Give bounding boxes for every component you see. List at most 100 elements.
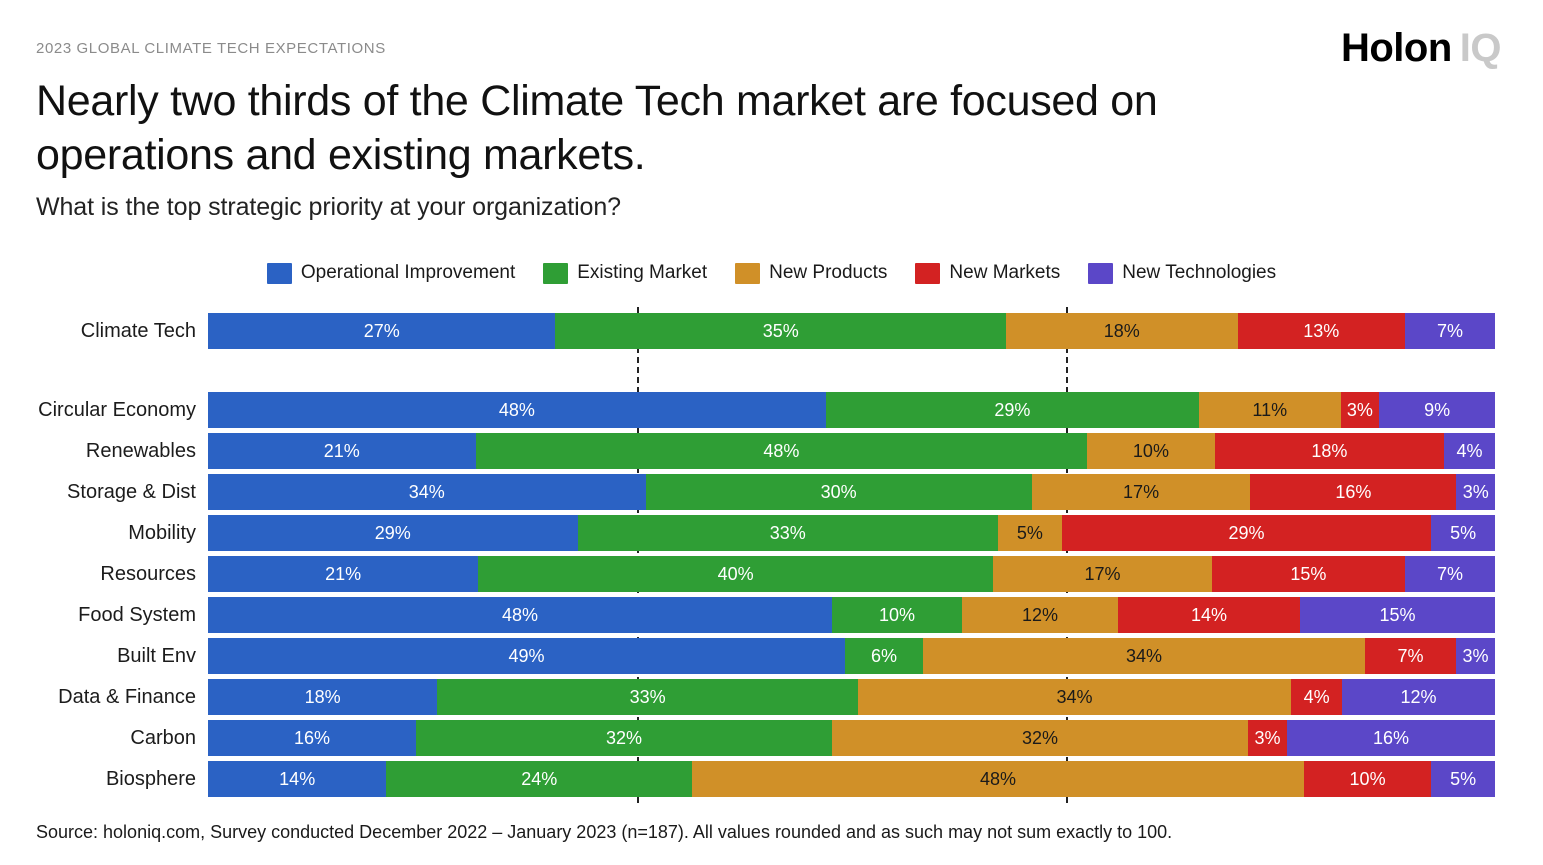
bar-segment[interactable]: 7% xyxy=(1404,313,1495,349)
bar-segment[interactable]: 48% xyxy=(475,433,1088,469)
eyebrow-label: 2023 GLOBAL CLIMATE TECH EXPECTATIONS xyxy=(36,40,386,57)
bar-segment[interactable]: 17% xyxy=(993,556,1212,592)
bar-segment[interactable]: 3% xyxy=(1456,638,1495,674)
bar-segment[interactable]: 17% xyxy=(1031,474,1251,510)
stacked-bar: 29% 33% 5% 29% 5% xyxy=(208,515,1495,551)
bar-segment[interactable]: 15% xyxy=(1300,597,1495,633)
legend-item[interactable]: Operational Improvement xyxy=(266,262,515,284)
bar-segment[interactable]: 33% xyxy=(577,515,999,551)
bar-segment[interactable]: 5% xyxy=(1431,761,1495,797)
legend-swatch-icon xyxy=(543,262,569,284)
bar-segment[interactable]: 12% xyxy=(962,597,1118,633)
bar-segment[interactable]: 40% xyxy=(478,556,994,592)
bar-segment[interactable]: 48% xyxy=(692,761,1304,797)
bar-segment-value: 29% xyxy=(374,522,411,543)
bar-segment[interactable]: 35% xyxy=(555,313,1006,349)
bar-segment-value: 40% xyxy=(717,563,754,584)
stacked-bar: 21% 40% 17% 15% 7% xyxy=(208,556,1495,592)
bar-segment-value: 21% xyxy=(325,563,362,584)
bar-segment[interactable]: 48% xyxy=(208,392,826,428)
bar-segment[interactable]: 18% xyxy=(1214,433,1445,469)
bar-segment-value: 15% xyxy=(1379,604,1416,625)
reference-line xyxy=(1066,307,1069,803)
bar-segment[interactable]: 10% xyxy=(1087,433,1215,469)
bar-segment[interactable]: 32% xyxy=(832,720,1248,756)
bar-segment[interactable]: 29% xyxy=(208,515,578,551)
bar-segment-value: 10% xyxy=(1349,768,1386,789)
bar-segment[interactable]: 10% xyxy=(832,597,962,633)
chart-row: Renewables 21% 48% 10% 18% 4% xyxy=(0,433,1543,469)
bar-segment[interactable]: 5% xyxy=(1431,515,1495,551)
bar-segment-value: 48% xyxy=(763,440,800,461)
bar-segment-value: 35% xyxy=(762,320,799,341)
bar-segment-value: 33% xyxy=(769,522,806,543)
bar-segment[interactable]: 9% xyxy=(1379,392,1495,428)
bar-segment[interactable]: 4% xyxy=(1291,679,1343,715)
bar-segment[interactable]: 21% xyxy=(208,556,479,592)
chart-row: Biosphere 14% 24% 48% 10% 5% xyxy=(0,761,1543,797)
bar-segment-value: 34% xyxy=(1125,645,1163,666)
bar-segment[interactable]: 4% xyxy=(1444,433,1495,469)
bar-segment-value: 5% xyxy=(1450,522,1477,543)
bar-segment[interactable]: 34% xyxy=(857,679,1292,715)
bar-segment[interactable]: 21% xyxy=(208,433,476,469)
bar-segment[interactable]: 16% xyxy=(208,720,416,756)
bar-segment-value: 34% xyxy=(1056,686,1093,707)
bar-segment[interactable]: 29% xyxy=(825,392,1199,428)
bar-segment[interactable]: 12% xyxy=(1342,679,1495,715)
bar-segment-value: 3% xyxy=(1346,399,1373,420)
bar-segment[interactable]: 30% xyxy=(645,474,1032,510)
chart-legend: Operational Improvement Existing Market Ne… xyxy=(0,262,1543,284)
bar-segment-value: 14% xyxy=(1190,604,1228,625)
bar-segment[interactable]: 10% xyxy=(1303,761,1432,797)
bar-segment[interactable]: 48% xyxy=(208,597,832,633)
legend-item[interactable]: New Technologies xyxy=(1088,262,1276,284)
bar-segment-value: 18% xyxy=(304,686,341,707)
bar-segment[interactable]: 18% xyxy=(208,679,438,715)
bar-segment[interactable]: 32% xyxy=(416,720,832,756)
bar-segment[interactable]: 14% xyxy=(208,761,387,797)
bar-segment[interactable]: 15% xyxy=(1211,556,1405,592)
chart-row: Carbon 16% 32% 32% 3% 16% xyxy=(0,720,1543,756)
holoniq-logo: Holon IQ xyxy=(1340,26,1502,70)
logo-primary-text: Holon xyxy=(1340,26,1452,70)
bar-segment[interactable]: 27% xyxy=(208,313,556,349)
legend-item[interactable]: New Markets xyxy=(915,262,1060,284)
bar-segment-value: 6% xyxy=(870,645,897,666)
chart-row: Built Env 49% 6% 34% 7% 3% xyxy=(0,638,1543,674)
bar-segment[interactable]: 33% xyxy=(437,679,858,715)
legend-item[interactable]: Existing Market xyxy=(543,262,707,284)
bar-segment[interactable]: 7% xyxy=(1365,638,1456,674)
bar-segment-value: 29% xyxy=(1228,522,1265,543)
legend-item-label: New Technologies xyxy=(1122,262,1277,283)
bar-segment[interactable]: 24% xyxy=(386,761,693,797)
bar-segment[interactable]: 11% xyxy=(1199,392,1341,428)
legend-swatch-icon xyxy=(915,262,941,284)
bar-segment[interactable]: 3% xyxy=(1248,720,1287,756)
bar-segment[interactable]: 18% xyxy=(1005,313,1238,349)
bar-segment[interactable]: 5% xyxy=(998,515,1062,551)
bar-segment[interactable]: 3% xyxy=(1340,392,1380,428)
bar-segment[interactable]: 13% xyxy=(1237,313,1405,349)
bar-segment-value: 16% xyxy=(1372,727,1410,748)
bar-segment-value: 14% xyxy=(279,768,316,789)
bar-segment-value: 48% xyxy=(498,399,535,420)
bar-segment-value: 18% xyxy=(1311,440,1348,461)
bar-segment[interactable]: 3% xyxy=(1456,474,1495,510)
bar-segment[interactable]: 34% xyxy=(923,638,1365,674)
bar-segment[interactable]: 16% xyxy=(1287,720,1495,756)
row-category-label: Food System xyxy=(78,604,196,626)
bar-segment[interactable]: 14% xyxy=(1118,597,1300,633)
bar-segment[interactable]: 16% xyxy=(1250,474,1457,510)
bar-segment[interactable]: 7% xyxy=(1404,556,1495,592)
plot-area xyxy=(208,305,1495,803)
bar-segment[interactable]: 29% xyxy=(1061,515,1432,551)
bar-segment[interactable]: 49% xyxy=(208,638,845,674)
row-category-label: Data & Finance xyxy=(58,686,196,708)
bar-segment[interactable]: 6% xyxy=(845,638,923,674)
row-category-label: Storage & Dist xyxy=(67,481,196,503)
bar-segment-value: 12% xyxy=(1021,604,1059,625)
page-subtitle: What is the top strategic priority at yo… xyxy=(36,193,621,221)
bar-segment[interactable]: 34% xyxy=(208,474,646,510)
legend-item[interactable]: New Products xyxy=(735,262,887,284)
